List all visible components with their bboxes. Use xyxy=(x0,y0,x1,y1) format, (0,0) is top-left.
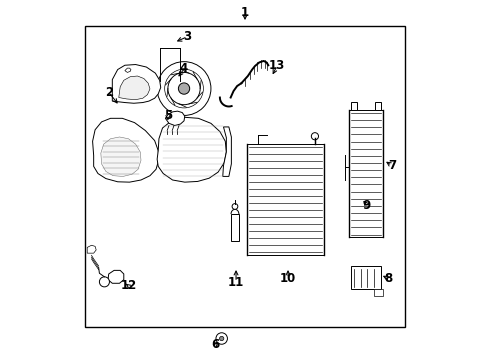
Text: 12: 12 xyxy=(121,279,137,292)
Bar xyxy=(247,144,324,255)
Text: 7: 7 xyxy=(388,159,396,172)
Text: 4: 4 xyxy=(180,62,188,75)
Circle shape xyxy=(178,83,190,94)
Bar xyxy=(231,214,239,241)
Circle shape xyxy=(232,204,238,209)
Polygon shape xyxy=(101,137,141,176)
Bar xyxy=(375,102,381,110)
Polygon shape xyxy=(223,127,231,176)
Text: 11: 11 xyxy=(228,276,244,289)
Text: 8: 8 xyxy=(384,272,392,285)
Text: 3: 3 xyxy=(184,30,192,43)
Polygon shape xyxy=(166,111,185,126)
Polygon shape xyxy=(157,117,226,182)
Polygon shape xyxy=(125,68,131,72)
Bar xyxy=(351,102,357,110)
Circle shape xyxy=(168,72,200,105)
Text: 13: 13 xyxy=(269,59,285,72)
Circle shape xyxy=(216,333,227,344)
Circle shape xyxy=(311,133,318,140)
Text: 10: 10 xyxy=(280,272,296,285)
Text: 5: 5 xyxy=(164,109,172,122)
Circle shape xyxy=(165,69,203,108)
Bar xyxy=(349,110,383,237)
Text: 2: 2 xyxy=(105,86,113,99)
Bar xyxy=(374,289,383,296)
Text: 6: 6 xyxy=(212,338,220,351)
Polygon shape xyxy=(87,245,96,253)
Text: 9: 9 xyxy=(363,199,371,212)
Bar xyxy=(85,26,405,327)
Polygon shape xyxy=(93,118,159,182)
Bar xyxy=(351,266,381,289)
Polygon shape xyxy=(108,270,124,283)
Text: 1: 1 xyxy=(241,6,249,19)
Polygon shape xyxy=(112,64,161,103)
Circle shape xyxy=(220,336,224,341)
Circle shape xyxy=(157,62,211,116)
Circle shape xyxy=(99,277,109,287)
Polygon shape xyxy=(119,76,150,100)
